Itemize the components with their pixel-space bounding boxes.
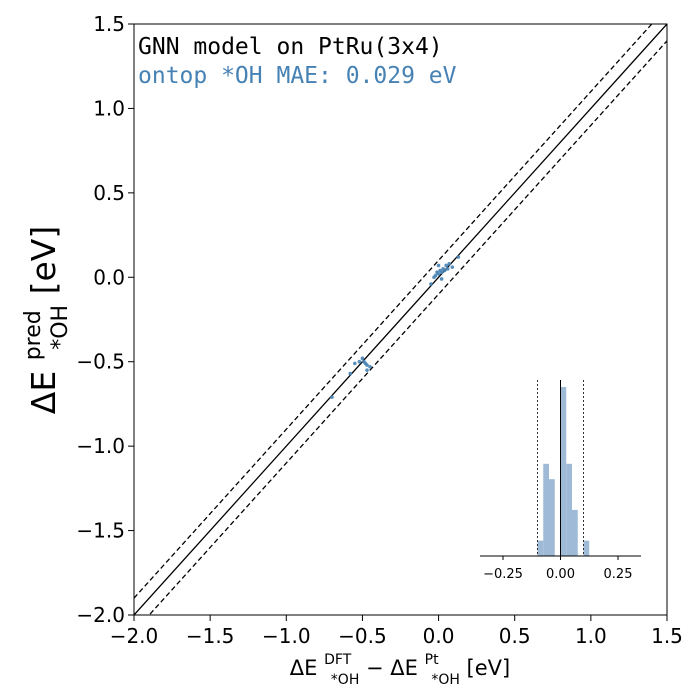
inset-histogram: −0.25 0.00 0.25	[480, 380, 641, 582]
x-tick-label: −0.5	[338, 624, 387, 648]
reference-line-lower-bound	[148, 40, 667, 615]
data-point	[439, 277, 444, 281]
data-point	[447, 261, 452, 266]
data-point	[442, 268, 447, 273]
histogram-bar	[583, 540, 590, 556]
data-point	[436, 272, 441, 276]
data-point	[368, 364, 372, 369]
y-tick-label: 1.0	[93, 96, 125, 120]
histogram-bar	[572, 509, 578, 556]
data-point	[357, 359, 362, 364]
data-point	[456, 255, 461, 259]
histogram-bar	[560, 387, 567, 556]
data-point	[365, 368, 369, 372]
reference-lines	[134, 24, 667, 615]
title-mae-text: ontop *OH MAE: 0.029 eV	[138, 63, 457, 89]
histogram-bar	[549, 479, 555, 556]
x-tick-label: 0.0	[423, 624, 455, 648]
x-tick-label: −2.0	[110, 624, 159, 648]
y-tick-label: −1.5	[76, 519, 125, 543]
x-tick-label: 1.5	[651, 624, 683, 648]
data-point	[353, 361, 357, 366]
histogram-bar	[543, 463, 549, 556]
data-points	[330, 255, 461, 399]
histogram-bars	[537, 387, 590, 556]
plot-annotation: GNN model on PtRu(3x4) ontop *OH MAE: 0.…	[138, 34, 457, 89]
data-point	[365, 363, 369, 367]
histogram-x-tick-label: 0.00	[546, 567, 575, 582]
y-axis-label: ΔE pred *OH [eV]	[9, 226, 75, 414]
data-point	[330, 395, 334, 399]
data-point	[433, 273, 438, 278]
x-tick-label: 0.5	[499, 624, 531, 648]
data-point	[444, 263, 448, 268]
reference-line-upper-bound	[134, 24, 653, 599]
data-point	[445, 267, 450, 271]
x-tick-label: 1.0	[575, 624, 607, 648]
data-point	[360, 356, 365, 361]
main-plot-area: −2.0 −1.5 −1.0 −0.5 0.0 0.5 1.0 1.5 −2.0 −1.5 −1.…	[76, 12, 683, 648]
y-tick-label: 0.5	[93, 181, 125, 205]
histogram-bar	[566, 463, 572, 556]
histogram-reference-lines	[537, 380, 584, 556]
x-tick-label: −1.0	[262, 624, 311, 648]
x-axis-ticks: −2.0 −1.5 −1.0 −0.5 0.0 0.5 1.0 1.5	[110, 615, 683, 648]
data-point	[429, 282, 433, 286]
histogram-bar	[537, 540, 544, 556]
y-tick-label: −1.0	[76, 434, 125, 458]
reference-line-parity	[134, 24, 667, 615]
y-tick-label: 1.5	[93, 12, 125, 36]
y-tick-label: 0.0	[93, 265, 125, 289]
histogram-x-ticks: −0.25 0.00 0.25	[483, 556, 632, 582]
data-point	[450, 265, 455, 269]
y-axis-ticks: −2.0 −1.5 −1.0 −0.5 0.0 0.5 1.0 1.5	[76, 12, 134, 627]
data-point	[439, 270, 444, 275]
y-tick-label: −0.5	[76, 350, 125, 374]
plot-frame	[133, 23, 668, 616]
x-axis-label: ΔE DFT *OH − ΔE Pt *OH [eV]	[290, 645, 510, 689]
title-model-text: GNN model on PtRu(3x4)	[138, 34, 443, 60]
data-point	[436, 263, 441, 268]
data-point	[348, 371, 353, 376]
y-tick-label: −2.0	[76, 603, 125, 627]
histogram-x-tick-label: 0.25	[604, 567, 633, 582]
histogram-x-tick-label: −0.25	[483, 567, 523, 582]
x-tick-label: −1.5	[186, 624, 235, 648]
